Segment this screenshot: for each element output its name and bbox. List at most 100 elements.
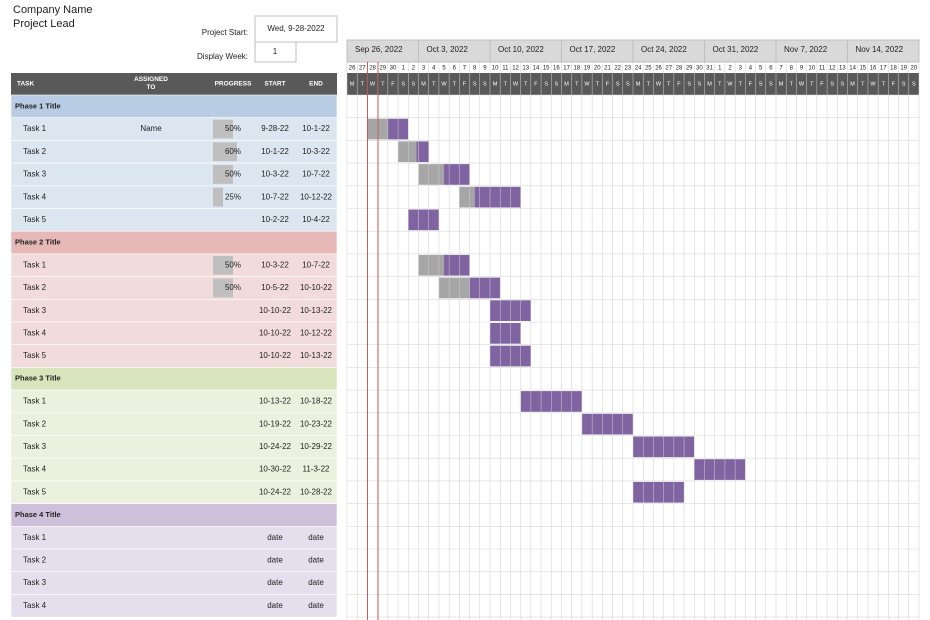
task-assigned: Name	[140, 124, 162, 133]
task-end: 10-3-22	[302, 147, 330, 156]
day-number: 14	[533, 66, 540, 72]
day-number: 19	[900, 66, 907, 72]
task-start: 10-24-22	[259, 487, 292, 496]
day-number: 29	[686, 66, 693, 72]
project-start-box[interactable]	[254, 15, 338, 43]
display-week-box[interactable]	[254, 41, 297, 63]
gantt-bar	[408, 209, 439, 231]
weekday-letter: M	[493, 81, 498, 87]
weekday-letter: T	[718, 81, 722, 87]
task-name: Task 1	[23, 397, 47, 406]
weekday-letter: W	[727, 81, 733, 87]
task-end: 10-13-22	[300, 351, 333, 360]
progress-bar	[213, 142, 237, 162]
day-number: 11	[819, 66, 826, 72]
day-number: 26	[349, 66, 356, 72]
week-label: Sep 26, 2022	[355, 45, 403, 54]
task-name: Task 3	[23, 170, 47, 179]
task-start: 10-3-22	[261, 260, 289, 269]
day-number: 31	[706, 66, 713, 72]
task-row	[10, 594, 338, 618]
weekday-letter: M	[636, 81, 641, 87]
day-number: 9	[800, 66, 804, 72]
gantt-progress	[438, 277, 470, 299]
task-end: 10-10-22	[300, 283, 333, 292]
task-end: date	[308, 555, 324, 564]
gantt-progress	[398, 141, 417, 163]
progress-bar	[213, 278, 233, 298]
day-number: 13	[839, 66, 846, 72]
task-name: Task 3	[23, 306, 47, 315]
week-label: Nov 7, 2022	[784, 45, 828, 54]
task-end: 10-13-22	[300, 306, 333, 315]
day-number: 25	[645, 66, 652, 72]
weekday-letter: T	[575, 81, 579, 87]
task-name: Task 5	[23, 215, 47, 224]
task-end: 10-1-22	[302, 124, 330, 133]
task-start: date	[267, 555, 283, 564]
task-start: date	[267, 578, 283, 587]
day-number: 16	[870, 66, 877, 72]
day-number: 7	[463, 66, 467, 72]
day-number: 27	[359, 66, 366, 72]
task-name: Task 1	[23, 124, 47, 133]
day-number: 18	[890, 66, 897, 72]
task-row	[10, 571, 338, 595]
week-label: Oct 24, 2022	[641, 45, 687, 54]
task-end: date	[308, 578, 324, 587]
day-number: 10	[492, 66, 499, 72]
day-number: 8	[473, 66, 477, 72]
task-end: date	[308, 533, 324, 542]
weekday-letter: S	[626, 81, 630, 87]
day-number: 17	[563, 66, 570, 72]
day-number: 6	[769, 66, 773, 72]
task-start: 10-2-22	[261, 215, 289, 224]
weekday-letter: T	[596, 81, 600, 87]
day-number: 24	[635, 66, 642, 72]
weekday-letter: W	[441, 81, 447, 87]
phase-title: Phase 2 Title	[15, 238, 61, 247]
task-start: 10-13-22	[259, 397, 292, 406]
day-number: 16	[553, 66, 560, 72]
task-end: 10-7-22	[302, 260, 330, 269]
gantt-bar	[474, 186, 521, 208]
task-name: Task 2	[23, 147, 47, 156]
day-number: 26	[655, 66, 662, 72]
gantt-bar	[444, 164, 470, 185]
gantt-bar	[469, 277, 501, 299]
day-number: 1	[718, 66, 722, 72]
weekday-letter: T	[524, 81, 528, 87]
task-name: Task 3	[23, 578, 47, 587]
weekday-letter: T	[381, 81, 385, 87]
task-row	[10, 525, 338, 550]
weekday-letter: W	[870, 81, 876, 87]
day-number: 29	[379, 66, 386, 72]
weekday-letter: S	[841, 81, 845, 87]
progress-bar	[213, 255, 233, 275]
weekday-letter: T	[790, 81, 794, 87]
day-number: 15	[543, 66, 550, 72]
task-start: 9-28-22	[261, 124, 289, 133]
weekday-letter: F	[463, 81, 467, 87]
day-number: 20	[911, 66, 918, 72]
column-header: PROGRESS	[215, 81, 253, 88]
task-end: 10-12-22	[300, 192, 333, 201]
day-number: 3	[739, 66, 743, 72]
gantt-bar	[444, 254, 470, 276]
task-start: 10-10-22	[259, 328, 292, 337]
company-name: Company Name	[13, 4, 92, 16]
task-name: Task 5	[23, 487, 47, 496]
day-number: 21	[604, 66, 611, 72]
task-name: Task 3	[23, 442, 47, 451]
task-end: 10-23-22	[300, 419, 333, 428]
task-start: 10-7-22	[261, 192, 289, 201]
day-number: 30	[390, 66, 397, 72]
display-week-label: Display Week:	[197, 52, 248, 61]
day-number: 12	[512, 66, 519, 72]
day-number: 27	[665, 66, 672, 72]
day-number: 30	[696, 66, 703, 72]
week-label: Oct 17, 2022	[570, 45, 616, 54]
column-header-text: ASSIGNED TO	[134, 76, 168, 91]
task-start: date	[267, 601, 283, 610]
task-end: date	[308, 601, 324, 610]
